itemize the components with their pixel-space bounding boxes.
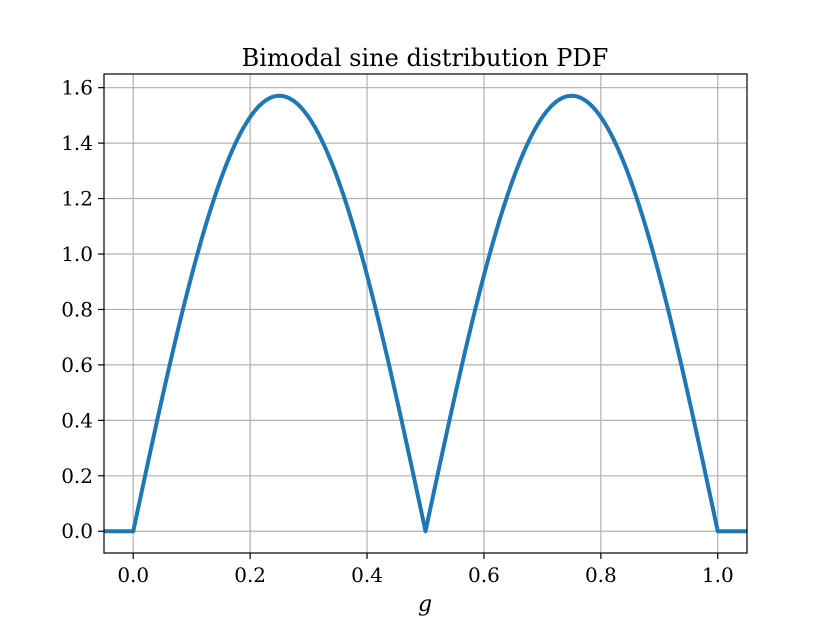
y-tick-label: 1.6	[61, 76, 93, 100]
x-tick-label: 0.0	[117, 563, 149, 587]
y-tick-label: 0.6	[61, 353, 93, 377]
y-tick-label: 0.4	[61, 408, 93, 432]
chart-title: Bimodal sine distribution PDF	[242, 44, 609, 72]
grid	[104, 74, 747, 553]
x-tick-label: 0.8	[585, 563, 617, 587]
series-line	[104, 93, 747, 534]
y-tick-label: 1.4	[61, 131, 93, 155]
y-tick-label: 1.2	[61, 187, 93, 211]
x-tick-label: 1.0	[702, 563, 734, 587]
x-tick-label: 0.4	[351, 563, 383, 587]
y-tick-label: 1.0	[61, 242, 93, 266]
y-tick-label: 0.2	[61, 464, 93, 488]
plot-frame	[103, 73, 748, 554]
y-tick-label: 0.8	[61, 297, 93, 321]
x-axis-label: g	[418, 592, 432, 617]
x-tick-label: 0.6	[468, 563, 500, 587]
ticks: 0.0 0.2 0.4 0.6 0.8 1.0 0.0 0.2 0.4 0.6 0.8 1.0 1.2 1…	[61, 76, 733, 587]
x-tick-label: 0.2	[234, 563, 266, 587]
series-layer	[104, 93, 747, 534]
y-tick-label: 0.0	[61, 519, 93, 543]
